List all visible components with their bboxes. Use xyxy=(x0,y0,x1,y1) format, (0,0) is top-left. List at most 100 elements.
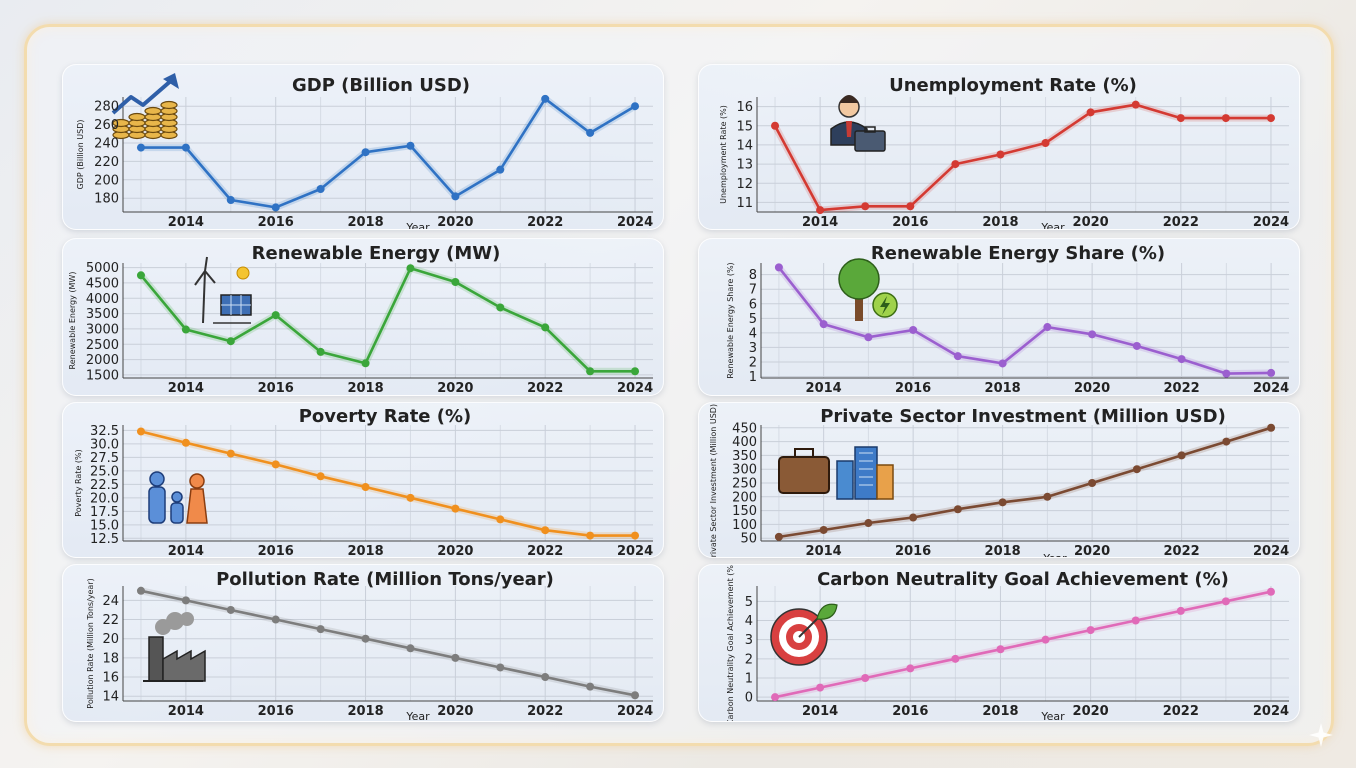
y-tick-label: 22.5 xyxy=(90,478,119,493)
y-tick-label: 32.5 xyxy=(90,424,119,439)
panel-private-investment: 50 100 150 200 250 300 350 400 450 2014 2016 2018 20… xyxy=(698,402,1300,558)
series-glow xyxy=(138,264,635,375)
y-tick-label: 0 xyxy=(745,691,753,706)
x-tick-label: 2016 xyxy=(258,215,294,230)
x-tick-label: 2022 xyxy=(1164,544,1200,558)
data-point xyxy=(1132,465,1141,474)
data-point xyxy=(1222,369,1231,378)
y-tick-label: 1 xyxy=(745,672,753,687)
y-tick-label: 3 xyxy=(749,341,757,356)
y-tick-label: 260 xyxy=(94,118,119,133)
x-tick-label: 2018 xyxy=(347,704,383,719)
data-point xyxy=(996,150,1005,159)
data-point xyxy=(861,202,870,211)
data-point xyxy=(496,515,505,524)
x-tick-label: 2014 xyxy=(802,215,838,230)
data-point xyxy=(316,625,325,634)
x-tick-label: 2018 xyxy=(347,544,383,558)
data-point xyxy=(361,359,370,368)
data-point xyxy=(541,323,550,332)
x-tick-label: 2016 xyxy=(895,381,931,396)
series-line xyxy=(139,266,635,373)
x-tick-label: 2024 xyxy=(1253,704,1289,719)
data-point xyxy=(316,347,325,356)
y-tick-label: 50 xyxy=(740,532,757,547)
data-point xyxy=(136,271,145,280)
data-point xyxy=(998,498,1007,507)
y-tick-label: 4000 xyxy=(86,292,119,307)
data-point xyxy=(181,325,190,334)
data-point xyxy=(406,264,415,273)
y-tick-label: 3000 xyxy=(86,322,119,337)
x-tick-label: 2020 xyxy=(1073,215,1109,230)
data-point xyxy=(906,664,915,673)
data-point xyxy=(1086,626,1095,635)
data-point xyxy=(451,653,460,662)
family-icon xyxy=(148,471,208,524)
series-line xyxy=(140,430,635,537)
y-tick-label: 12 xyxy=(736,177,753,192)
y-tick-label: 12.5 xyxy=(90,532,119,547)
x-axis-label: Year xyxy=(1042,552,1067,558)
x-axis-label: Year xyxy=(405,710,430,722)
data-point xyxy=(361,634,370,643)
data-point xyxy=(1086,108,1095,117)
y-tick-label: 3 xyxy=(745,633,753,648)
data-point xyxy=(1221,114,1230,123)
data-point xyxy=(951,654,960,663)
y-tick-label: 27.5 xyxy=(90,451,119,466)
data-point xyxy=(226,605,235,614)
y-tick-label: 240 xyxy=(94,137,119,152)
data-point xyxy=(271,615,280,624)
x-tick-label: 2022 xyxy=(527,381,563,396)
chart-title: Private Sector Investment (Million USD) xyxy=(820,406,1226,427)
x-axis-label: Year xyxy=(1040,221,1065,230)
data-point xyxy=(864,333,873,342)
series-line xyxy=(777,266,1272,375)
x-tick-label: 2014 xyxy=(168,704,204,719)
x-axis-label: Year xyxy=(405,393,430,396)
panel-poverty: 12.5 15.0 17.5 20.0 22.5 25.0 27.5 30.0 32.5 2014… xyxy=(62,402,664,558)
chart-title: Renewable Energy (MW) xyxy=(252,243,501,264)
y-tick-label: 5000 xyxy=(86,261,119,276)
x-tick-label: 2016 xyxy=(892,215,928,230)
y-tick-label: 5 xyxy=(745,595,753,610)
y-tick-label: 1 xyxy=(749,370,757,385)
y-tick-label: 2 xyxy=(749,355,757,370)
x-tick-label: 2018 xyxy=(982,215,1018,230)
x-tick-label: 2014 xyxy=(168,544,204,558)
series-line xyxy=(778,426,1272,539)
briefcase-buildings-icon xyxy=(778,446,894,500)
x-tick-label: 2024 xyxy=(617,544,653,558)
y-tick-label: 350 xyxy=(732,449,757,464)
y-tick-label: 200 xyxy=(732,490,757,505)
y-tick-label: 17.5 xyxy=(90,505,119,520)
series-line xyxy=(773,103,1271,212)
x-tick-label: 2024 xyxy=(1253,544,1289,558)
tree-energy-icon xyxy=(838,258,898,321)
data-point xyxy=(819,320,828,329)
y-tick-label: 220 xyxy=(94,155,119,170)
businessman-icon xyxy=(830,95,886,152)
data-point xyxy=(586,128,595,137)
y-tick-label: 25.0 xyxy=(90,464,119,479)
data-point xyxy=(226,196,235,205)
y-tick-label: 2000 xyxy=(86,353,119,368)
data-point xyxy=(406,493,415,502)
series-glow xyxy=(771,101,1271,214)
chart-title: Pollution Rate (Million Tons/year) xyxy=(216,569,554,590)
y-tick-label: 8 xyxy=(749,268,757,283)
x-tick-label: 2022 xyxy=(1164,381,1200,396)
chart-gdp: 180 200 220 240 260 280 2014 2016 2018 2020 2022 20… xyxy=(76,73,653,230)
y-tick-label: 200 xyxy=(94,173,119,188)
x-tick-label: 2020 xyxy=(1073,704,1109,719)
data-point xyxy=(361,148,370,157)
data-point xyxy=(406,141,415,150)
data-point xyxy=(951,160,960,169)
data-point xyxy=(771,121,780,130)
y-tick-label: 15 xyxy=(736,119,753,134)
x-tick-label: 2016 xyxy=(258,381,294,396)
data-point xyxy=(451,192,460,201)
data-point xyxy=(271,311,280,320)
